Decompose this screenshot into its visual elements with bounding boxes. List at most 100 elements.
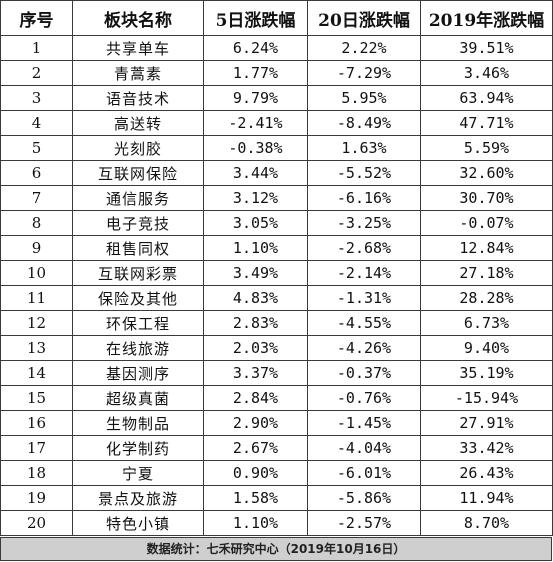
change-20day-cell: -0.76% xyxy=(307,385,421,411)
sector-name-cell: 化学制药 xyxy=(72,435,204,461)
table-row: 13 在线旅游 2.03% -4.26% 9.40% xyxy=(0,335,553,361)
change-5day-cell: -2.41% xyxy=(203,110,308,136)
row-index-cell: 13 xyxy=(0,335,73,361)
change-20day-cell: -3.25% xyxy=(307,210,421,236)
table-row: 2 青蒿素 1.77% -7.29% 3.46% xyxy=(0,60,553,86)
row-index-cell: 1 xyxy=(0,35,73,61)
row-index-cell: 20 xyxy=(0,510,73,536)
table-body: 1 共享单车 6.24% 2.22% 39.51% 2 青蒿素 1.77% -7.29% 3.46… xyxy=(0,35,553,536)
change-5day-cell: -0.38% xyxy=(203,135,308,161)
change-2019-cell: -15.94% xyxy=(420,385,553,411)
sector-name-cell: 景点及旅游 xyxy=(72,485,204,511)
change-20day-cell: -6.01% xyxy=(307,460,421,486)
table-row: 10 互联网彩票 3.49% -2.14% 27.18% xyxy=(0,260,553,286)
sector-name-cell: 共享单车 xyxy=(72,35,204,61)
change-5day-cell: 3.49% xyxy=(203,260,308,286)
change-20day-cell: -2.68% xyxy=(307,235,421,261)
change-20day-cell: -1.31% xyxy=(307,285,421,311)
row-index-cell: 18 xyxy=(0,460,73,486)
change-5day-cell: 3.12% xyxy=(203,185,308,211)
row-index-cell: 15 xyxy=(0,385,73,411)
sector-name-cell: 互联网保险 xyxy=(72,160,204,186)
change-5day-cell: 1.77% xyxy=(203,60,308,86)
change-20day-cell: -4.04% xyxy=(307,435,421,461)
change-20day-cell: 2.22% xyxy=(307,35,421,61)
change-2019-cell: 63.94% xyxy=(420,85,553,111)
table-row: 4 高送转 -2.41% -8.49% 47.71% xyxy=(0,110,553,136)
change-5day-cell: 2.67% xyxy=(203,435,308,461)
table-row: 17 化学制药 2.67% -4.04% 33.42% xyxy=(0,435,553,461)
row-index-cell: 4 xyxy=(0,110,73,136)
sector-name-cell: 生物制品 xyxy=(72,410,204,436)
change-2019-cell: 12.84% xyxy=(420,235,553,261)
row-index-cell: 9 xyxy=(0,235,73,261)
source-footer: 数据统计：七禾研究中心（2019年10月16日） xyxy=(0,537,552,561)
change-5day-cell: 4.83% xyxy=(203,285,308,311)
change-20day-cell: -7.29% xyxy=(307,60,421,86)
row-index-cell: 16 xyxy=(0,410,73,436)
change-5day-cell: 6.24% xyxy=(203,35,308,61)
change-20day-cell: -4.26% xyxy=(307,335,421,361)
change-2019-cell: 30.70% xyxy=(420,185,553,211)
table-row: 9 租售同权 1.10% -2.68% 12.84% xyxy=(0,235,553,261)
row-index-cell: 10 xyxy=(0,260,73,286)
sector-name-cell: 互联网彩票 xyxy=(72,260,204,286)
change-20day-cell: -5.52% xyxy=(307,160,421,186)
row-index-cell: 17 xyxy=(0,435,73,461)
row-index-cell: 19 xyxy=(0,485,73,511)
header-20day-change: 20日涨跌幅 xyxy=(307,0,421,36)
sector-name-cell: 宁夏 xyxy=(72,460,204,486)
change-20day-cell: 5.95% xyxy=(307,85,421,111)
sector-performance-table: 序号 板块名称 5日涨跌幅 20日涨跌幅 2019年涨跌幅 1 共享单车 6.24%… xyxy=(0,0,553,536)
change-2019-cell: 11.94% xyxy=(420,485,553,511)
sector-name-cell: 环保工程 xyxy=(72,310,204,336)
change-5day-cell: 1.10% xyxy=(203,235,308,261)
change-2019-cell: 26.43% xyxy=(420,460,553,486)
table-row: 1 共享单车 6.24% 2.22% 39.51% xyxy=(0,35,553,61)
change-20day-cell: -2.14% xyxy=(307,260,421,286)
change-20day-cell: 1.63% xyxy=(307,135,421,161)
table-row: 5 光刻胶 -0.38% 1.63% 5.59% xyxy=(0,135,553,161)
sector-name-cell: 超级真菌 xyxy=(72,385,204,411)
change-5day-cell: 9.79% xyxy=(203,85,308,111)
change-2019-cell: 27.91% xyxy=(420,410,553,436)
row-index-cell: 11 xyxy=(0,285,73,311)
row-index-cell: 3 xyxy=(0,85,73,111)
change-2019-cell: 32.60% xyxy=(420,160,553,186)
sector-name-cell: 在线旅游 xyxy=(72,335,204,361)
change-2019-cell: 35.19% xyxy=(420,360,553,386)
sector-name-cell: 高送转 xyxy=(72,110,204,136)
change-2019-cell: -0.07% xyxy=(420,210,553,236)
change-5day-cell: 1.58% xyxy=(203,485,308,511)
table-row: 12 环保工程 2.83% -4.55% 6.73% xyxy=(0,310,553,336)
change-2019-cell: 33.42% xyxy=(420,435,553,461)
change-20day-cell: -8.49% xyxy=(307,110,421,136)
table-row: 18 宁夏 0.90% -6.01% 26.43% xyxy=(0,460,553,486)
change-20day-cell: -2.57% xyxy=(307,510,421,536)
change-5day-cell: 3.37% xyxy=(203,360,308,386)
sector-name-cell: 基因测序 xyxy=(72,360,204,386)
change-2019-cell: 8.70% xyxy=(420,510,553,536)
change-5day-cell: 2.84% xyxy=(203,385,308,411)
row-index-cell: 6 xyxy=(0,160,73,186)
table-row: 6 互联网保险 3.44% -5.52% 32.60% xyxy=(0,160,553,186)
change-20day-cell: -6.16% xyxy=(307,185,421,211)
sector-name-cell: 通信服务 xyxy=(72,185,204,211)
row-index-cell: 12 xyxy=(0,310,73,336)
sector-name-cell: 青蒿素 xyxy=(72,60,204,86)
change-2019-cell: 28.28% xyxy=(420,285,553,311)
change-20day-cell: -5.86% xyxy=(307,485,421,511)
change-2019-cell: 5.59% xyxy=(420,135,553,161)
change-2019-cell: 6.73% xyxy=(420,310,553,336)
change-2019-cell: 47.71% xyxy=(420,110,553,136)
sector-name-cell: 语音技术 xyxy=(72,85,204,111)
change-5day-cell: 0.90% xyxy=(203,460,308,486)
table-row: 7 通信服务 3.12% -6.16% 30.70% xyxy=(0,185,553,211)
change-5day-cell: 2.83% xyxy=(203,310,308,336)
change-5day-cell: 2.90% xyxy=(203,410,308,436)
change-5day-cell: 2.03% xyxy=(203,335,308,361)
row-index-cell: 5 xyxy=(0,135,73,161)
row-index-cell: 8 xyxy=(0,210,73,236)
sector-name-cell: 电子竞技 xyxy=(72,210,204,236)
